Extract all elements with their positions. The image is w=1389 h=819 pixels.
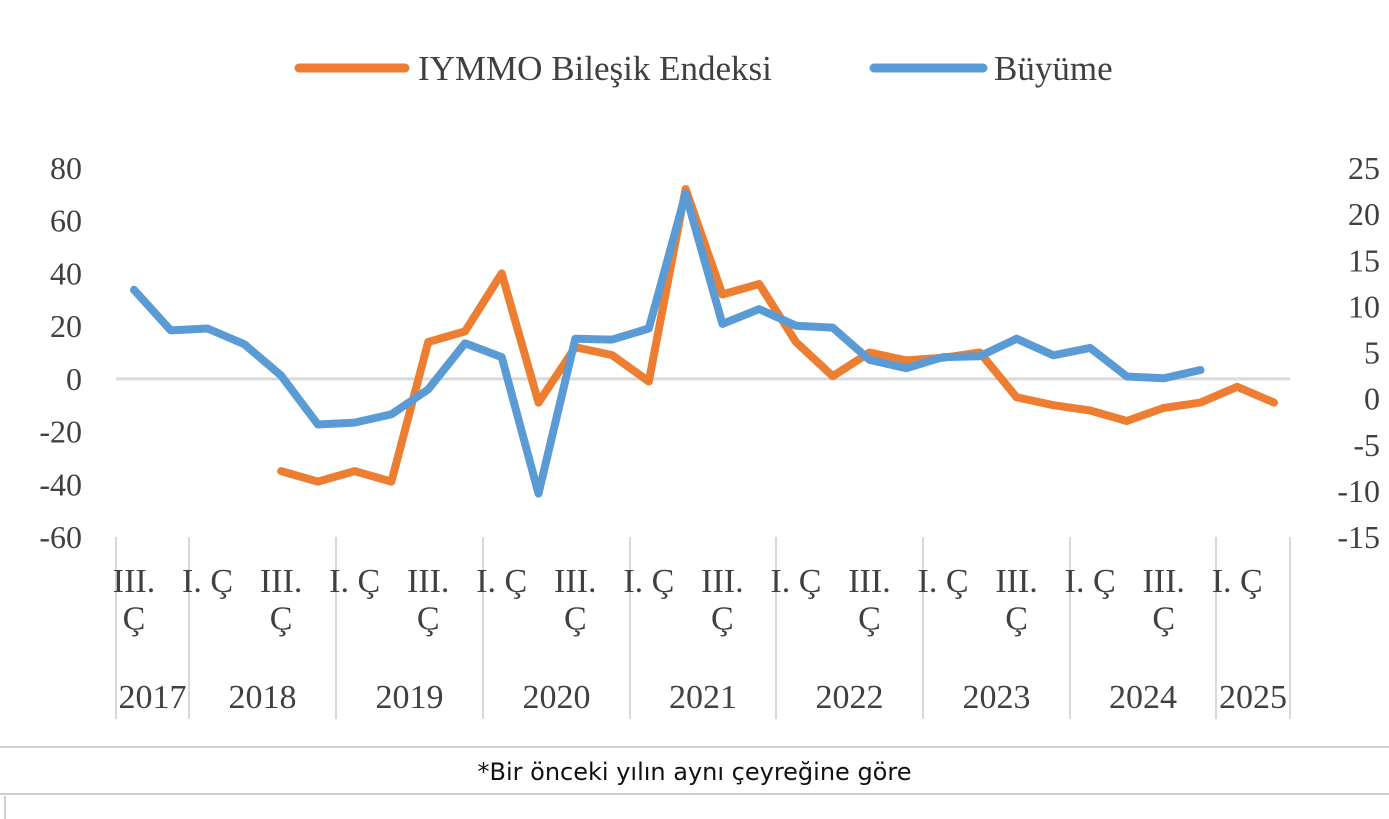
right-tick-label: 5 (1364, 335, 1380, 371)
series-line-0 (277, 185, 1278, 486)
x-axis: III. Ç I. Ç III. Ç I. Ç III. Ç I. Ç III. Ç I. Ç III.… (113, 537, 1291, 719)
quarter-label: I. Ç (770, 563, 821, 600)
quarter-label: I. Ç (1212, 563, 1263, 600)
quarter-label: III. Ç (701, 563, 743, 637)
year-label: 2019 (376, 679, 444, 716)
right-tick-label: 20 (1348, 196, 1380, 232)
divider-bottom (0, 793, 1389, 795)
year-label: 2022 (816, 679, 884, 716)
right-tick-label: -15 (1337, 519, 1380, 555)
year-label: 2018 (229, 679, 297, 716)
left-tick-label: -20 (39, 414, 82, 450)
year-label: 2024 (1109, 679, 1177, 716)
quarter-label: III. Ç (848, 563, 890, 637)
year-label: 2025 (1219, 679, 1287, 716)
left-tick-label: -60 (39, 519, 82, 555)
right-tick-label: 0 (1364, 381, 1380, 417)
right-tick-label: 15 (1348, 242, 1380, 278)
year-label: 2020 (523, 679, 591, 716)
footnote: *Bir önceki yılın aynı çeyreğine göre (477, 758, 912, 786)
quarter-label: III. Ç (554, 563, 596, 637)
left-tick-label: 60 (50, 203, 82, 239)
left-tick-label: 0 (66, 361, 82, 397)
quarter-label: I. Ç (182, 563, 233, 600)
quarter-label: III. Ç (260, 563, 302, 637)
series-line-1 (130, 189, 1205, 498)
divider-top (0, 746, 1389, 748)
left-tick-label: -40 (39, 466, 82, 502)
year-label: 2023 (963, 679, 1031, 716)
line-chart: IYMMO Bileşik Endeksi Büyüme 80 60 40 20 0 -20… (39, 49, 1380, 719)
legend: IYMMO Bileşik Endeksi Büyüme (294, 49, 1113, 88)
right-tick-label: -5 (1353, 427, 1380, 463)
right-tick-label: -10 (1337, 473, 1380, 509)
left-y-axis: 80 60 40 20 0 -20 -40 -60 (39, 150, 82, 555)
quarter-label: III. Ç (995, 563, 1037, 637)
left-tick-label: 20 (50, 308, 82, 344)
quarter-label: I. Ç (476, 563, 527, 600)
quarter-label: I. Ç (1065, 563, 1116, 600)
quarter-label: III. Ç (1142, 563, 1184, 637)
series-layer (130, 185, 1278, 498)
bottom-box (4, 796, 1389, 819)
quarter-label: III. Ç (113, 563, 155, 637)
quarter-label: I. Ç (329, 563, 380, 600)
left-tick-label: 80 (50, 150, 82, 186)
right-tick-label: 10 (1348, 288, 1380, 324)
left-tick-label: 40 (50, 255, 82, 291)
right-tick-label: 25 (1348, 150, 1380, 186)
quarter-label: I. Ç (623, 563, 674, 600)
year-label: 2021 (669, 679, 737, 716)
legend-label-1: Büyüme (994, 49, 1113, 88)
legend-label-0: IYMMO Bileşik Endeksi (418, 49, 772, 88)
right-y-axis: 25 20 15 10 5 0 -5 -10 -15 (1337, 150, 1380, 555)
quarter-label: III. Ç (407, 563, 449, 637)
year-label: 2017 (119, 679, 187, 716)
quarter-label: I. Ç (918, 563, 969, 600)
